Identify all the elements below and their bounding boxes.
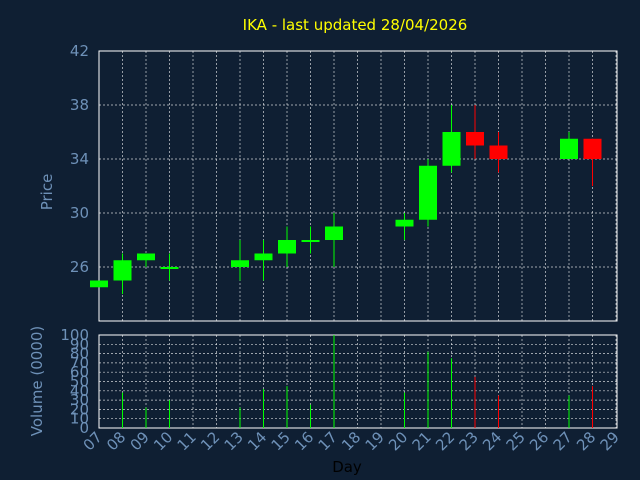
candlestick bbox=[231, 240, 249, 281]
candle-body bbox=[466, 132, 484, 146]
price-tick-label: 42 bbox=[70, 42, 89, 60]
candle-body bbox=[442, 132, 461, 166]
x-tick-label: 09 bbox=[127, 428, 153, 454]
x-axis-label: Day bbox=[332, 458, 362, 476]
candlestick bbox=[489, 132, 508, 173]
volume-grid bbox=[98, 334, 618, 429]
volume-tick-label: 100 bbox=[60, 326, 89, 344]
candle-body bbox=[278, 240, 296, 254]
volume-tick-label: 30 bbox=[70, 391, 89, 409]
candlestick bbox=[583, 138, 602, 186]
candlestick bbox=[278, 226, 296, 267]
price-tick-label: 26 bbox=[70, 258, 89, 276]
price-axis-label: Price bbox=[38, 174, 56, 211]
volume-tick-label: 80 bbox=[70, 345, 89, 363]
price-panel-frame bbox=[98, 50, 618, 322]
x-tick-label: 27 bbox=[550, 428, 576, 454]
x-tick-label: 21 bbox=[409, 428, 435, 454]
x-tick-label: 25 bbox=[503, 428, 529, 454]
x-ticks: 0708091011121314151617181920212223242526… bbox=[80, 428, 623, 454]
volume-tick-label: 60 bbox=[70, 363, 89, 381]
candle-body bbox=[301, 240, 320, 242]
volume-tick-label: 20 bbox=[70, 400, 89, 418]
x-tick-label: 15 bbox=[268, 428, 294, 454]
candle-body bbox=[419, 165, 437, 220]
x-tick-label: 26 bbox=[526, 428, 552, 454]
price-y-ticks: 26 30 34 38 42 bbox=[70, 42, 89, 276]
x-tick-label: 17 bbox=[315, 428, 341, 454]
x-tick-label: 16 bbox=[291, 428, 317, 454]
volume-tick-label: 10 bbox=[70, 410, 89, 428]
candle-body bbox=[90, 280, 108, 288]
x-tick-label: 11 bbox=[174, 428, 200, 454]
candle-body bbox=[160, 267, 179, 269]
candle-body bbox=[254, 253, 273, 261]
candlestick bbox=[466, 105, 484, 159]
x-tick-label: 20 bbox=[385, 428, 411, 454]
candlestick bbox=[442, 105, 461, 173]
x-tick-label: 14 bbox=[244, 428, 270, 454]
candle-body bbox=[583, 138, 602, 159]
x-tick-label: 19 bbox=[362, 428, 388, 454]
candlestick bbox=[560, 132, 578, 159]
candle-body bbox=[395, 219, 414, 227]
x-tick-label: 18 bbox=[338, 428, 364, 454]
candle-body bbox=[325, 226, 343, 240]
volume-tick-label: 90 bbox=[70, 335, 89, 353]
candlestick bbox=[160, 253, 179, 281]
candle-body bbox=[489, 145, 508, 159]
volume-tick-label: 70 bbox=[70, 354, 89, 372]
candlestick bbox=[113, 253, 132, 294]
price-tick-label: 30 bbox=[70, 204, 89, 222]
x-tick-label: 13 bbox=[221, 428, 247, 454]
price-grid bbox=[98, 50, 618, 322]
candlestick bbox=[325, 213, 343, 267]
candlestick bbox=[137, 253, 155, 267]
candlestick bbox=[254, 240, 273, 281]
candlestick bbox=[419, 159, 437, 227]
x-tick-label: 08 bbox=[103, 428, 129, 454]
volume-tick-label: 40 bbox=[70, 382, 89, 400]
volume-axis-label: Volume (0000) bbox=[28, 326, 46, 436]
volume-tick-label: 0 bbox=[79, 419, 89, 437]
x-tick-label: 28 bbox=[573, 428, 599, 454]
candle-body bbox=[113, 260, 132, 281]
x-tick-label: 23 bbox=[456, 428, 482, 454]
candlesticks bbox=[90, 105, 602, 294]
volume-tick-label: 50 bbox=[70, 373, 89, 391]
candlestick bbox=[301, 226, 320, 254]
candlestick bbox=[90, 280, 108, 288]
x-tick-label: 12 bbox=[197, 428, 223, 454]
candlestick bbox=[395, 213, 414, 240]
price-tick-label: 34 bbox=[70, 150, 89, 168]
volume-bars bbox=[122, 335, 593, 428]
candle-body bbox=[137, 253, 155, 261]
x-tick-label: 10 bbox=[150, 428, 176, 454]
x-tick-label: 22 bbox=[432, 428, 458, 454]
x-tick-label: 24 bbox=[479, 428, 505, 454]
chart-title: IKA - last updated 28/04/2026 bbox=[243, 16, 468, 34]
price-tick-label: 38 bbox=[70, 96, 89, 114]
candle-body bbox=[231, 260, 249, 267]
candle-body bbox=[560, 138, 578, 159]
x-tick-label: 29 bbox=[597, 428, 623, 454]
